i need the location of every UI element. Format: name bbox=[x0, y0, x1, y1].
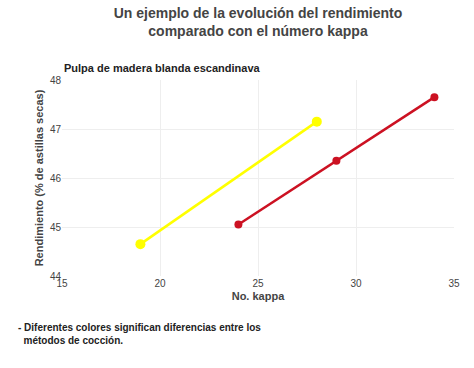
svg-text:25: 25 bbox=[252, 278, 264, 289]
svg-text:47: 47 bbox=[50, 124, 62, 135]
svg-text:46: 46 bbox=[50, 173, 62, 184]
svg-text:No. kappa: No. kappa bbox=[232, 290, 285, 302]
svg-text:Pulpa de madera blanda escandi: Pulpa de madera blanda escandinava bbox=[64, 62, 261, 74]
svg-text:48: 48 bbox=[50, 75, 62, 86]
svg-text:45: 45 bbox=[50, 222, 62, 233]
svg-text:30: 30 bbox=[350, 278, 362, 289]
svg-text:35: 35 bbox=[448, 278, 460, 289]
svg-text:- Diferentes colores significa: - Diferentes colores significan diferenc… bbox=[18, 322, 261, 346]
svg-text:Un ejemplo de la evolución del: Un ejemplo de la evolución del rendimien… bbox=[114, 5, 403, 39]
svg-text:20: 20 bbox=[154, 278, 166, 289]
svg-text:44: 44 bbox=[50, 271, 62, 282]
svg-text:Rendimiento (% de astillas sec: Rendimiento (% de astillas secas) bbox=[33, 89, 45, 266]
svg-text:15: 15 bbox=[56, 278, 68, 289]
